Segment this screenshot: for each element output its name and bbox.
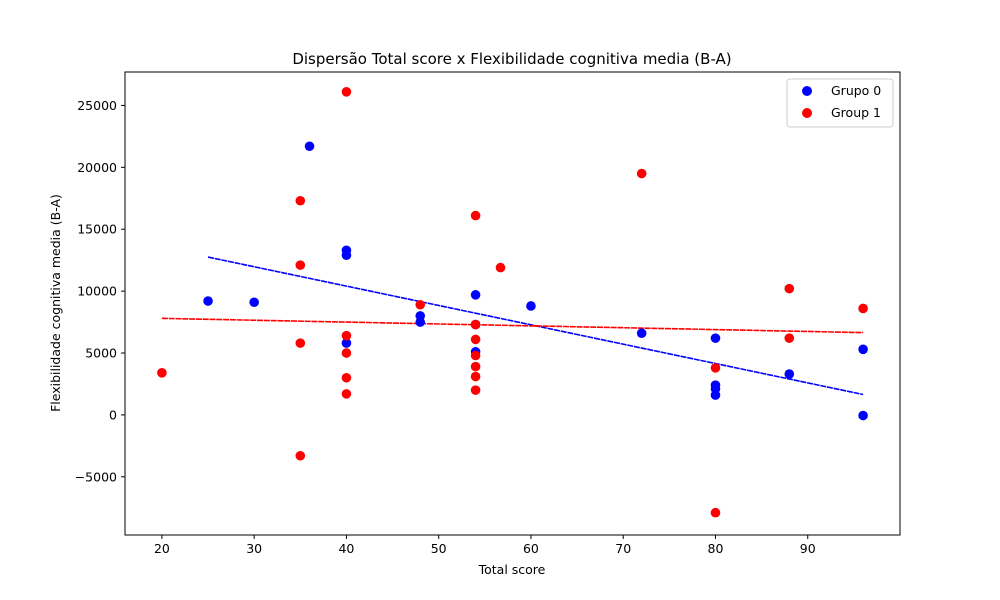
data-point-series-1 <box>470 371 481 382</box>
data-point-series-0 <box>858 410 868 421</box>
data-point-series-1 <box>295 195 306 206</box>
data-point-series-1 <box>470 350 481 361</box>
y-axis: −5000 0 5000 10000 15000 20000 25000 <box>75 98 125 484</box>
data-point-series-0 <box>858 344 868 355</box>
data-points <box>157 87 868 518</box>
y-tick-label: −5000 <box>75 469 117 484</box>
chart-title: Dispersão Total score x Flexibilidade co… <box>292 50 731 68</box>
data-point-series-1 <box>415 299 426 310</box>
data-point-series-1 <box>710 363 721 373</box>
data-point-series-1 <box>470 361 481 372</box>
data-point-series-1 <box>341 372 352 383</box>
x-tick-label: 90 <box>800 541 816 556</box>
x-tick-label: 40 <box>338 541 354 556</box>
y-axis-label: Flexibilidade cognitiva media (B-A) <box>48 194 63 412</box>
trend-line-series-0 <box>207 256 864 396</box>
legend-marker-grupo-0 <box>802 86 812 96</box>
data-point-series-1 <box>858 303 868 314</box>
data-point-series-0 <box>304 141 315 152</box>
x-axis-label: Total score <box>478 562 546 577</box>
trend-lines <box>161 256 864 396</box>
data-point-series-1 <box>470 319 481 330</box>
data-point-series-1 <box>470 210 481 221</box>
y-tick-label: 20000 <box>77 160 117 175</box>
data-point-series-1 <box>157 368 167 378</box>
data-point-series-0 <box>526 301 536 311</box>
y-tick-label: 5000 <box>85 346 117 361</box>
data-point-series-1 <box>341 330 352 341</box>
x-tick-label: 60 <box>523 541 539 556</box>
data-point-series-0 <box>415 317 426 327</box>
data-point-series-1 <box>495 262 506 273</box>
data-point-series-0 <box>710 333 721 343</box>
y-tick-label: 10000 <box>77 284 117 299</box>
x-tick-label: 30 <box>246 541 262 556</box>
data-point-series-0 <box>784 369 795 379</box>
trend-line-series-1 <box>161 317 864 334</box>
data-point-series-1 <box>295 450 306 461</box>
data-point-series-1 <box>470 334 481 345</box>
x-tick-label: 70 <box>615 541 631 556</box>
data-point-series-1 <box>341 389 352 399</box>
data-point-series-1 <box>636 168 647 179</box>
x-tick-label: 80 <box>708 541 724 556</box>
data-point-series-0 <box>249 297 259 308</box>
data-point-series-1 <box>784 283 795 294</box>
data-point-series-0 <box>341 338 352 348</box>
data-point-series-1 <box>784 333 795 343</box>
x-tick-label: 20 <box>154 541 170 556</box>
legend-marker-group-1 <box>802 108 812 118</box>
data-point-series-1 <box>295 260 306 270</box>
legend-box <box>786 78 894 128</box>
x-tick-label: 50 <box>431 541 447 556</box>
plot-area-frame <box>124 71 901 536</box>
data-point-series-1 <box>341 348 352 358</box>
data-point-series-0 <box>203 296 213 306</box>
y-tick-label: 0 <box>109 407 117 422</box>
data-point-series-1 <box>295 338 306 348</box>
data-point-series-1 <box>470 385 481 395</box>
legend: Grupo 0 Group 1 <box>786 78 894 128</box>
x-axis: 20 30 40 50 60 70 80 90 <box>154 535 816 556</box>
y-tick-label: 25000 <box>77 98 117 113</box>
legend-label-group-1: Group 1 <box>831 105 881 120</box>
data-point-series-0 <box>710 390 721 400</box>
legend-label-grupo-0: Grupo 0 <box>831 83 881 98</box>
data-point-series-0 <box>341 250 352 261</box>
y-tick-label: 15000 <box>77 222 117 237</box>
data-point-series-1 <box>710 507 721 518</box>
data-point-series-1 <box>341 87 352 97</box>
data-point-series-0 <box>470 290 481 300</box>
data-point-series-0 <box>636 328 647 339</box>
